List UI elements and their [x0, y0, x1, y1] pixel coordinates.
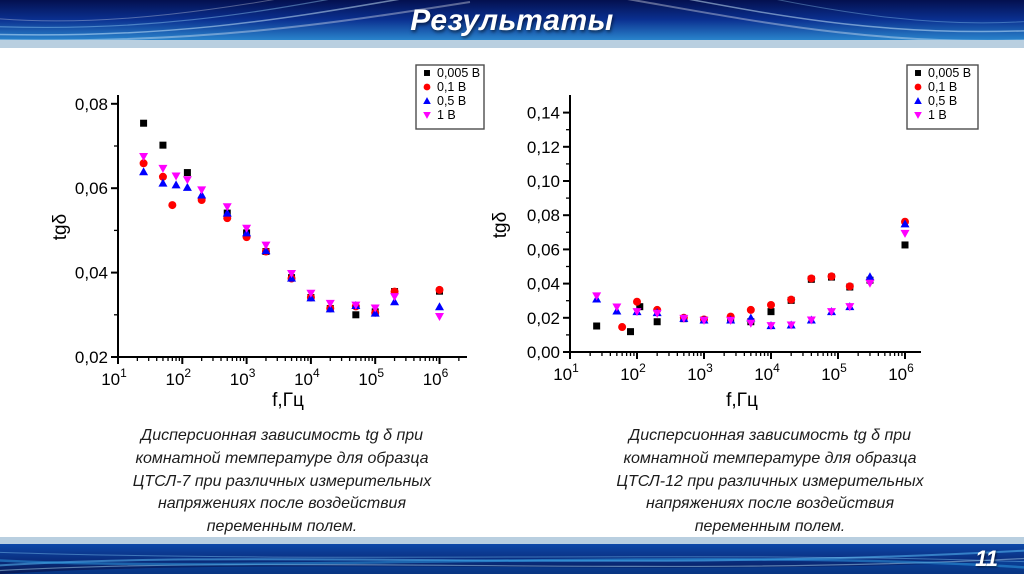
caption-ctsl12: Дисперсионная зависимость tg δ при комна… — [616, 427, 924, 536]
svg-text:0,005 В: 0,005 В — [437, 66, 480, 80]
svg-text:0,5 В: 0,5 В — [928, 94, 957, 108]
y-axis-ticks: 0,02 0,04 0,06 0,08 — [75, 95, 118, 367]
svg-text:0,12: 0,12 — [527, 138, 560, 157]
caption-ctsl7: Дисперсионная зависимость tg δ при комна… — [132, 427, 432, 536]
svg-text:0,04: 0,04 — [75, 264, 108, 283]
svg-text:0,10: 0,10 — [527, 172, 560, 191]
x-axis-ticks: 101 102 103 104 105 106 — [101, 357, 460, 389]
footer-wave-graphic — [0, 549, 1024, 574]
legend: 0,005 В0,1 В0,5 В1 В — [415, 64, 485, 130]
series-1-points — [618, 217, 909, 332]
svg-text:0,14: 0,14 — [527, 104, 560, 123]
svg-text:1 В: 1 В — [928, 108, 947, 122]
svg-text:105: 105 — [821, 361, 847, 384]
series-0-points — [140, 119, 443, 319]
y-axis-ticks: 0,00 0,02 0,04 0,06 0,08 0,10 0,12 0,14 — [527, 104, 570, 362]
svg-text:0,5 В: 0,5 В — [437, 94, 466, 108]
axes — [117, 95, 467, 358]
svg-text:102: 102 — [620, 361, 646, 384]
svg-text:101: 101 — [101, 366, 127, 389]
svg-text:104: 104 — [294, 366, 320, 389]
svg-text:101: 101 — [553, 361, 579, 384]
y-axis-label: tgδ — [490, 212, 511, 238]
x-axis-label: f,Гц — [272, 390, 304, 411]
series-3-points — [592, 229, 910, 331]
svg-text:102: 102 — [165, 366, 191, 389]
series-1-points — [139, 159, 444, 317]
slide-title: Результаты — [410, 4, 614, 37]
svg-text:104: 104 — [754, 361, 780, 384]
svg-text:0,1 В: 0,1 В — [928, 80, 957, 94]
series-3-points — [139, 153, 444, 321]
page-number: 11 — [975, 546, 998, 571]
svg-text:0,06: 0,06 — [527, 240, 560, 259]
svg-text:106: 106 — [423, 366, 449, 389]
header-accent-strip — [0, 40, 1024, 48]
svg-text:103: 103 — [230, 366, 256, 389]
svg-text:0,02: 0,02 — [527, 309, 560, 328]
svg-text:106: 106 — [888, 361, 914, 384]
svg-text:0,06: 0,06 — [75, 179, 108, 198]
chart-ctsl7: 101 102 103 104 105 106 0,02 0,04 0,06 0,08 f,Гц tg… — [50, 64, 485, 411]
slide-header — [0, 0, 1024, 40]
footer-accent-strip — [0, 537, 1024, 544]
svg-text:0,04: 0,04 — [527, 275, 560, 294]
legend: 0,005 В0,1 В0,5 В1 В — [906, 64, 979, 130]
slide-footer — [0, 544, 1024, 574]
svg-text:0,00: 0,00 — [527, 343, 560, 362]
y-axis-label: tgδ — [50, 214, 71, 240]
x-axis-label: f,Гц — [726, 390, 758, 411]
svg-text:0,08: 0,08 — [75, 95, 108, 114]
svg-text:0,1 В: 0,1 В — [437, 80, 466, 94]
svg-text:0,005 В: 0,005 В — [928, 66, 971, 80]
svg-text:105: 105 — [358, 366, 384, 389]
svg-text:103: 103 — [687, 361, 713, 384]
axes — [569, 95, 921, 353]
chart-ctsl12: 101 102 103 104 105 1060,000,020,040,060,080,… — [490, 64, 979, 411]
svg-text:0,08: 0,08 — [527, 206, 560, 225]
svg-text:0,02: 0,02 — [75, 348, 108, 367]
x-axis-ticks: 101 102 103 104 105 106 — [553, 352, 914, 384]
header-wave-graphic — [0, 0, 1024, 40]
svg-text:1 В: 1 В — [437, 108, 456, 122]
